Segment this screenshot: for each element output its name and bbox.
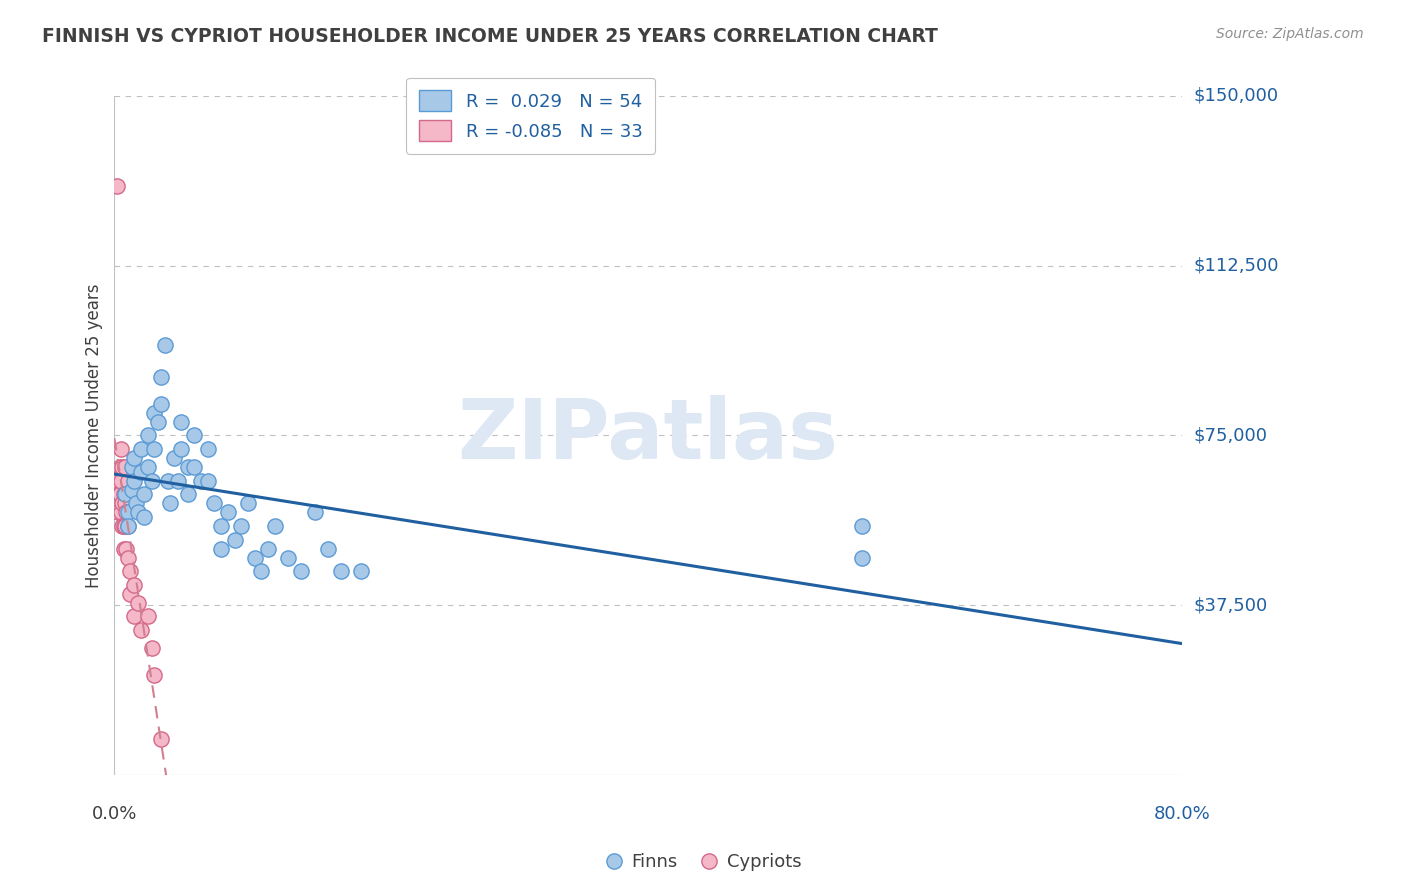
Point xyxy=(124,578,146,592)
Point xyxy=(136,460,159,475)
Point xyxy=(236,496,259,510)
Point xyxy=(141,641,163,656)
Point xyxy=(108,487,131,501)
Text: $112,500: $112,500 xyxy=(1194,257,1278,275)
Point xyxy=(105,474,128,488)
Text: $75,000: $75,000 xyxy=(1194,426,1267,444)
Point xyxy=(105,179,128,194)
Point xyxy=(163,450,186,465)
Point xyxy=(117,474,139,488)
Point xyxy=(112,487,135,501)
Point xyxy=(350,564,373,578)
Point xyxy=(117,519,139,533)
Text: Source: ZipAtlas.com: Source: ZipAtlas.com xyxy=(1216,27,1364,41)
Legend: Finns, Cypriots: Finns, Cypriots xyxy=(598,847,808,879)
Point xyxy=(250,564,273,578)
Point xyxy=(132,487,155,501)
Point xyxy=(217,505,239,519)
Point xyxy=(143,442,166,456)
Point xyxy=(136,609,159,624)
Point xyxy=(129,465,152,479)
Point xyxy=(111,496,134,510)
Legend: R =  0.029   N = 54, R = -0.085   N = 33: R = 0.029 N = 54, R = -0.085 N = 33 xyxy=(406,78,655,153)
Point xyxy=(110,505,132,519)
Point xyxy=(148,415,170,429)
Point xyxy=(851,550,873,565)
Point xyxy=(114,460,136,475)
Point xyxy=(150,731,173,746)
Text: FINNISH VS CYPRIOT HOUSEHOLDER INCOME UNDER 25 YEARS CORRELATION CHART: FINNISH VS CYPRIOT HOUSEHOLDER INCOME UN… xyxy=(42,27,938,45)
Point xyxy=(117,550,139,565)
Point xyxy=(136,428,159,442)
Point xyxy=(183,460,205,475)
Point xyxy=(209,541,232,556)
Point xyxy=(143,406,166,420)
Point xyxy=(330,564,353,578)
Point xyxy=(197,442,219,456)
Point xyxy=(290,564,312,578)
Point xyxy=(121,483,143,497)
Text: $37,500: $37,500 xyxy=(1194,596,1267,615)
Point xyxy=(117,505,139,519)
Point xyxy=(141,474,163,488)
Point xyxy=(204,496,226,510)
Point xyxy=(156,474,179,488)
Point xyxy=(115,541,138,556)
Point xyxy=(114,496,136,510)
Point xyxy=(127,505,149,519)
Point xyxy=(111,460,134,475)
Point xyxy=(143,668,166,682)
Point xyxy=(177,487,200,501)
Point xyxy=(117,519,139,533)
Point xyxy=(107,505,129,519)
Text: 80.0%: 80.0% xyxy=(1153,805,1211,823)
Point xyxy=(121,460,143,475)
Point xyxy=(277,550,299,565)
Point xyxy=(150,397,173,411)
Point xyxy=(110,474,132,488)
Point xyxy=(108,460,131,475)
Text: ZIPatlas: ZIPatlas xyxy=(458,395,838,476)
Point xyxy=(127,596,149,610)
Text: 0.0%: 0.0% xyxy=(91,805,138,823)
Point xyxy=(129,623,152,637)
Point xyxy=(111,519,134,533)
Y-axis label: Householder Income Under 25 years: Householder Income Under 25 years xyxy=(86,283,103,588)
Point xyxy=(231,519,253,533)
Point xyxy=(170,442,193,456)
Point xyxy=(167,474,190,488)
Point xyxy=(114,487,136,501)
Point xyxy=(316,541,339,556)
Text: $150,000: $150,000 xyxy=(1194,87,1278,105)
Point xyxy=(197,474,219,488)
Point xyxy=(110,442,132,456)
Point xyxy=(124,450,146,465)
Point xyxy=(243,550,266,565)
Point xyxy=(114,519,136,533)
Point xyxy=(112,519,135,533)
Point xyxy=(257,541,280,556)
Point xyxy=(304,505,326,519)
Point xyxy=(150,369,173,384)
Point xyxy=(125,496,148,510)
Point xyxy=(115,505,138,519)
Point xyxy=(159,496,181,510)
Point xyxy=(124,609,146,624)
Point xyxy=(112,541,135,556)
Point xyxy=(132,509,155,524)
Point xyxy=(124,474,146,488)
Point xyxy=(183,428,205,442)
Point xyxy=(263,519,285,533)
Point xyxy=(153,338,176,352)
Point xyxy=(129,442,152,456)
Point xyxy=(107,487,129,501)
Point xyxy=(190,474,212,488)
Point xyxy=(120,587,142,601)
Point xyxy=(120,564,142,578)
Point xyxy=(224,533,246,547)
Point xyxy=(209,519,232,533)
Point xyxy=(170,415,193,429)
Point xyxy=(177,460,200,475)
Point xyxy=(851,519,873,533)
